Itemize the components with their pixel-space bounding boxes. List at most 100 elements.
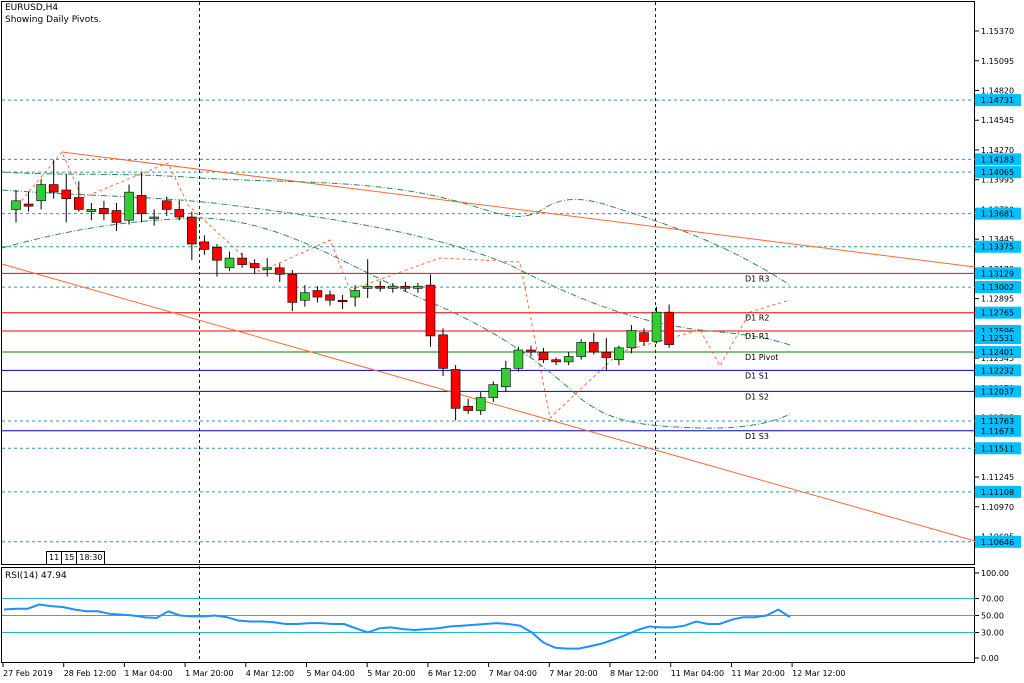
pivot-indicator-label: Showing Daily Pivots. bbox=[5, 15, 102, 25]
x-tick-label: 4 Mar 12:00 bbox=[246, 669, 294, 678]
y-tick-label: 1.14545 bbox=[981, 116, 1014, 125]
bear-candle bbox=[212, 246, 222, 261]
bear-candle bbox=[639, 332, 649, 342]
x-tick-label: 12 Mar 12:00 bbox=[792, 669, 845, 678]
price-tag-label: 1.14065 bbox=[981, 168, 1014, 177]
bull-candle bbox=[563, 356, 574, 363]
x-tick-label: 8 Mar 12:00 bbox=[610, 669, 658, 678]
bear-candle bbox=[588, 342, 599, 353]
time-box-hour: 11 bbox=[49, 553, 60, 562]
x-tick-label: 5 Mar 04:00 bbox=[307, 669, 355, 678]
price-tag bbox=[975, 153, 1021, 166]
price-tag bbox=[975, 166, 1021, 179]
bear-candle bbox=[237, 257, 247, 265]
rsi-line bbox=[3, 603, 791, 650]
bear-candle bbox=[463, 405, 473, 411]
bear-candle bbox=[312, 290, 323, 298]
price-tag bbox=[975, 364, 1021, 377]
time-box: 11 15 18:30 bbox=[46, 551, 106, 565]
price-tag bbox=[975, 240, 1021, 253]
x-tick-label: 28 Feb 12:00 bbox=[64, 669, 116, 678]
bear-candle bbox=[199, 241, 210, 250]
x-tick-label: 11 Mar 20:00 bbox=[731, 669, 784, 678]
price-tag bbox=[975, 385, 1021, 398]
y-tick-label: 1.15095 bbox=[981, 57, 1014, 66]
price-tag bbox=[975, 281, 1021, 294]
bull-candle bbox=[387, 285, 398, 289]
bear-candle bbox=[61, 189, 72, 199]
bull-candle bbox=[149, 216, 159, 219]
price-tag-label: 1.13681 bbox=[981, 210, 1014, 219]
x-tick-label: 6 Mar 12:00 bbox=[428, 669, 476, 678]
price-tag-label: 1.12401 bbox=[981, 348, 1014, 357]
y-tick-label: 1.13995 bbox=[981, 176, 1014, 185]
price-tag-label: 1.12232 bbox=[981, 366, 1014, 375]
price-tag-label: 1.12531 bbox=[981, 334, 1014, 343]
price-tag bbox=[975, 346, 1021, 359]
x-tick-label: 7 Mar 20:00 bbox=[549, 669, 597, 678]
bear-candle bbox=[136, 195, 147, 215]
y-tick-label: 1.14820 bbox=[981, 86, 1014, 95]
bull-candle bbox=[626, 330, 637, 349]
bull-candle bbox=[86, 209, 97, 212]
bear-candle bbox=[538, 351, 549, 361]
price-tag-label: 1.13375 bbox=[981, 243, 1014, 252]
price-tag-label: 1.13002 bbox=[981, 283, 1014, 292]
price-tag bbox=[975, 442, 1021, 455]
bear-candle bbox=[161, 200, 172, 210]
price-tag bbox=[975, 94, 1021, 107]
y-tick-label: 1.13445 bbox=[981, 235, 1014, 244]
bull-candle bbox=[651, 311, 662, 342]
rsi-y-tick-label: 100.00 bbox=[981, 569, 1009, 578]
bull-candle bbox=[488, 384, 499, 398]
time-box-seconds: 18:30 bbox=[79, 553, 103, 562]
price-tag bbox=[975, 535, 1021, 548]
x-tick-label: 27 Feb 2019 bbox=[3, 669, 53, 678]
middle-band-line bbox=[1, 189, 791, 346]
bear-candle bbox=[23, 203, 34, 207]
price-tag bbox=[975, 306, 1021, 319]
price-tag-label: 1.10646 bbox=[981, 538, 1014, 547]
price-tag-label: 1.12765 bbox=[981, 309, 1014, 318]
rsi-y-tick-label: 0.00 bbox=[981, 654, 999, 663]
channel-upper-line bbox=[61, 151, 976, 268]
bear-candle bbox=[99, 208, 109, 215]
y-tick-label: 1.12345 bbox=[981, 354, 1014, 363]
price-tag bbox=[975, 424, 1021, 437]
y-tick-label: 1.10970 bbox=[981, 503, 1014, 512]
bear-candle bbox=[287, 274, 298, 303]
bear-candle bbox=[400, 285, 411, 289]
bull-candle bbox=[11, 200, 21, 210]
bull-candle bbox=[475, 397, 486, 411]
price-tag bbox=[975, 415, 1021, 428]
x-tick-label: 7 Mar 04:00 bbox=[489, 669, 537, 678]
bear-candle bbox=[450, 369, 461, 409]
bear-candle bbox=[425, 284, 436, 337]
pivot-label: D1 S2 bbox=[745, 392, 769, 401]
pivot-label: D1 S1 bbox=[745, 371, 769, 380]
main-pane-frame bbox=[1, 1, 975, 565]
price-tag-label: 1.11511 bbox=[981, 444, 1014, 453]
x-tick-label: 1 Mar 20:00 bbox=[185, 669, 233, 678]
price-tag-label: 1.12037 bbox=[981, 387, 1014, 396]
pivot-label: D1 Pivot bbox=[745, 353, 778, 362]
time-box-separator bbox=[61, 552, 63, 564]
y-tick-label: 1.14270 bbox=[981, 146, 1014, 155]
price-tag bbox=[975, 207, 1021, 220]
bear-candle bbox=[174, 209, 185, 218]
rsi-y-tick-label: 30.00 bbox=[981, 629, 1004, 638]
bull-candle bbox=[350, 290, 360, 298]
y-tick-label: 1.12895 bbox=[981, 295, 1014, 304]
pivot-label: D1 R3 bbox=[745, 274, 769, 283]
price-tag-label: 1.11673 bbox=[981, 427, 1014, 436]
bull-candle bbox=[224, 257, 235, 269]
y-tick-label: 1.15370 bbox=[981, 27, 1014, 36]
bear-candle bbox=[664, 311, 674, 345]
bull-candle bbox=[501, 368, 511, 388]
price-tag-label: 1.14183 bbox=[981, 155, 1014, 164]
bear-candle bbox=[74, 197, 84, 210]
price-tag bbox=[975, 331, 1021, 344]
price-tag-label: 1.12596 bbox=[981, 327, 1014, 336]
bull-candle bbox=[36, 184, 46, 202]
